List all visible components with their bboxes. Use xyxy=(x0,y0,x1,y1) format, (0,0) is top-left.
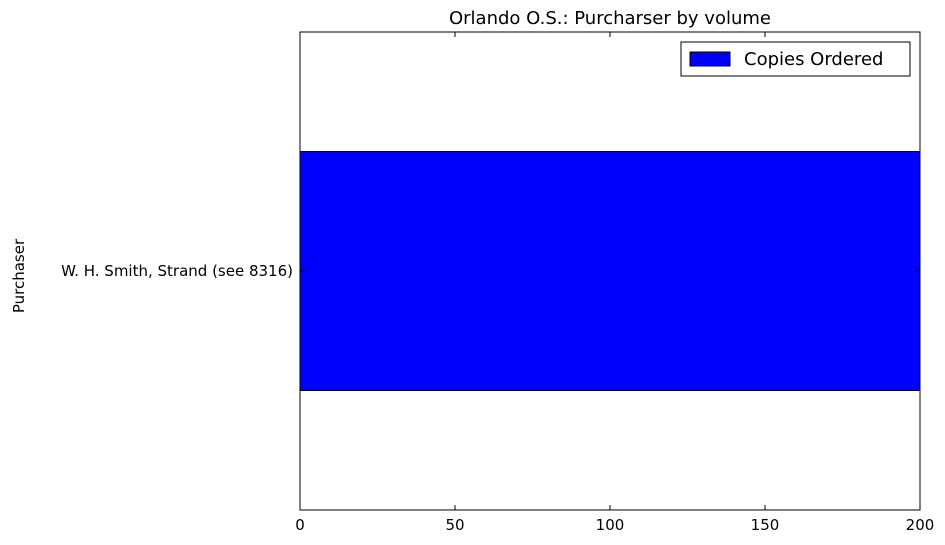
x-tick-label: 0 xyxy=(295,516,305,534)
x-tick-label: 100 xyxy=(596,516,625,534)
legend-label: Copies Ordered xyxy=(744,49,883,70)
x-tick-label: 50 xyxy=(445,516,464,534)
x-tick-label: 200 xyxy=(906,516,935,534)
chart-title: Orlando O.S.: Purcharser by volume xyxy=(449,8,771,29)
bar-0-0 xyxy=(299,151,921,391)
legend: Copies Ordered xyxy=(680,41,911,77)
category-label: W. H. Smith, Strand (see 8316) xyxy=(61,262,293,280)
x-ticks-group: 0 50 100 150 200 xyxy=(295,32,934,534)
x-tick-label: 150 xyxy=(751,516,780,534)
y-axis-label: Purchaser xyxy=(10,238,28,313)
legend-swatch xyxy=(689,51,731,67)
bars-group xyxy=(299,151,921,391)
category-labels-group: W. H. Smith, Strand (see 8316) xyxy=(61,262,920,280)
plot-frame xyxy=(299,31,921,511)
